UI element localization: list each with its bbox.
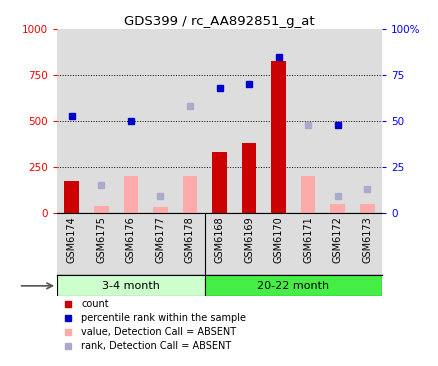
Bar <box>234 213 263 275</box>
Bar <box>352 213 381 275</box>
Text: GSM6173: GSM6173 <box>361 216 371 263</box>
Bar <box>57 275 204 296</box>
Bar <box>352 29 381 213</box>
Text: count: count <box>81 299 109 309</box>
Bar <box>293 29 322 213</box>
Bar <box>293 213 322 275</box>
Bar <box>300 176 315 213</box>
Bar <box>145 29 175 213</box>
Bar <box>86 29 116 213</box>
Bar <box>182 176 197 213</box>
Bar <box>271 60 285 213</box>
Bar <box>116 213 145 275</box>
Text: GSM6174: GSM6174 <box>67 216 77 263</box>
Bar <box>263 213 293 275</box>
Bar <box>241 143 256 213</box>
Text: GSM6170: GSM6170 <box>273 216 283 263</box>
Bar <box>263 29 293 213</box>
Bar <box>322 213 352 275</box>
Text: GSM6178: GSM6178 <box>184 216 194 263</box>
Bar <box>86 213 116 275</box>
Bar <box>212 152 226 213</box>
Text: percentile rank within the sample: percentile rank within the sample <box>81 313 246 323</box>
Text: GSM6175: GSM6175 <box>96 216 106 263</box>
Bar <box>175 213 204 275</box>
Bar <box>57 29 86 213</box>
Text: rank, Detection Call = ABSENT: rank, Detection Call = ABSENT <box>81 341 231 351</box>
Text: GSM6172: GSM6172 <box>332 216 342 263</box>
Bar <box>359 204 374 213</box>
Text: 3-4 month: 3-4 month <box>102 281 159 291</box>
Bar <box>57 213 86 275</box>
Text: value, Detection Call = ABSENT: value, Detection Call = ABSENT <box>81 327 236 337</box>
Text: GSM6176: GSM6176 <box>126 216 136 263</box>
Bar <box>175 29 204 213</box>
Bar <box>329 204 344 213</box>
Text: 20-22 month: 20-22 month <box>257 281 328 291</box>
Bar <box>64 181 79 213</box>
Text: GSM6168: GSM6168 <box>214 216 224 263</box>
Bar <box>123 176 138 213</box>
Bar <box>145 213 175 275</box>
Bar <box>204 29 234 213</box>
Bar <box>153 208 167 213</box>
Bar <box>234 29 263 213</box>
Bar <box>116 29 145 213</box>
Bar <box>94 206 109 213</box>
Text: GSM6177: GSM6177 <box>155 216 165 263</box>
Bar <box>204 275 381 296</box>
Text: GSM6171: GSM6171 <box>302 216 312 263</box>
Title: GDS399 / rc_AA892851_g_at: GDS399 / rc_AA892851_g_at <box>124 15 314 28</box>
Text: GSM6169: GSM6169 <box>244 216 254 263</box>
Bar <box>204 213 234 275</box>
Bar <box>322 29 352 213</box>
